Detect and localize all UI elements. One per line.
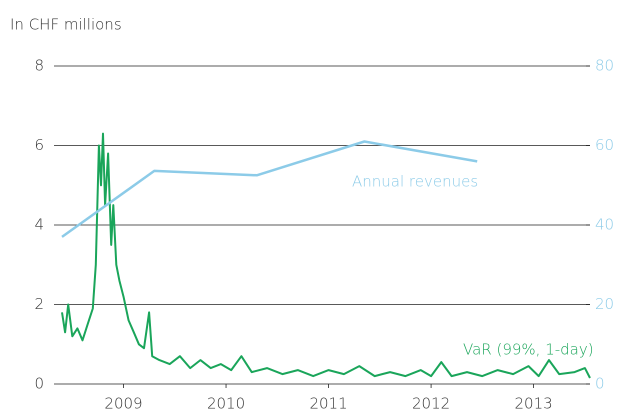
y2-tick-label: 20 bbox=[595, 295, 614, 313]
y2-tick-label: 80 bbox=[595, 57, 614, 75]
y-tick-label: 4 bbox=[34, 216, 44, 234]
x-tick-label: 2013 bbox=[515, 395, 553, 413]
line-series bbox=[61, 140, 478, 238]
y-tick-label: 6 bbox=[34, 136, 44, 154]
line-series bbox=[61, 132, 591, 379]
x-tick-label: 2011 bbox=[309, 395, 347, 413]
y-tick-label: 8 bbox=[34, 57, 44, 75]
y-tick-label: 2 bbox=[34, 295, 44, 313]
x-tick-label: 2012 bbox=[412, 395, 450, 413]
y-tick-label: 0 bbox=[34, 375, 44, 393]
y2-tick-label: 0 bbox=[595, 375, 605, 393]
x-tick-label: 2010 bbox=[207, 395, 245, 413]
axis-unit: In CHF millions bbox=[10, 16, 122, 34]
y2-tick-label: 60 bbox=[595, 136, 614, 154]
series-label: VaR (99%, 1-day) bbox=[463, 341, 594, 359]
x-tick-label: 2009 bbox=[104, 395, 142, 413]
y2-tick-label: 40 bbox=[595, 216, 614, 234]
series-label: Annual revenues bbox=[352, 173, 478, 191]
